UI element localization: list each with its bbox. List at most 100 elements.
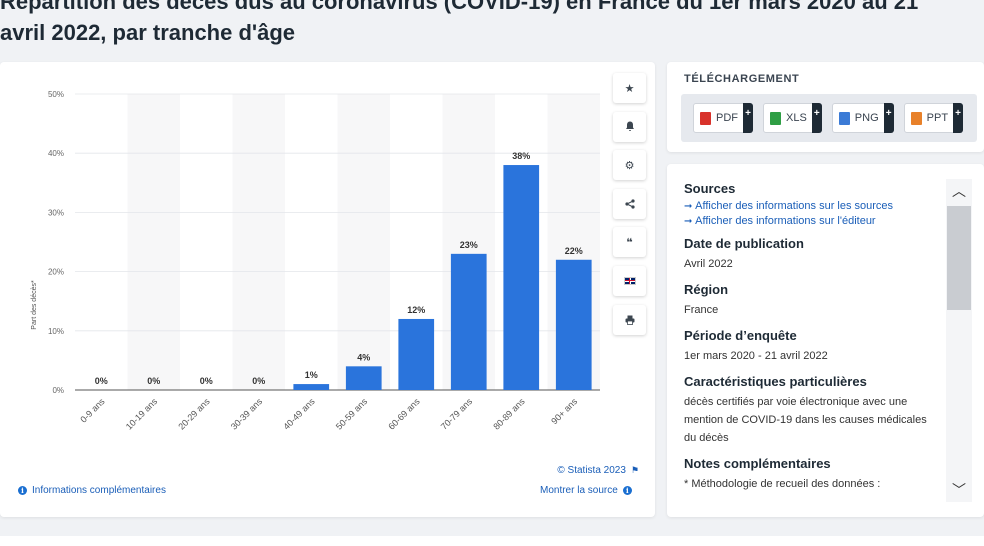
scroll-up-button[interactable]: ︿ — [946, 179, 972, 203]
data-label: 0% — [252, 376, 265, 386]
data-label: 38% — [512, 151, 530, 161]
y-tick-label: 20% — [48, 268, 64, 277]
bottom-strip — [0, 536, 984, 546]
download-ppt-label: PPT — [926, 112, 949, 124]
download-title: TÉLÉCHARGEMENT — [684, 73, 800, 85]
sources-heading: Sources — [684, 181, 736, 196]
settings-button[interactable]: ⚙ — [613, 150, 646, 181]
y-tick-label: 10% — [48, 327, 64, 336]
column-band — [127, 94, 180, 390]
scroll-thumb[interactable] — [947, 206, 971, 310]
x-tick-label: 10-19 ans — [124, 396, 160, 432]
share-button[interactable] — [613, 188, 646, 219]
star-icon: ★ — [624, 82, 635, 95]
publication-heading: Date de publication — [684, 236, 804, 251]
data-label: 0% — [200, 376, 213, 386]
bar-90-ans[interactable] — [555, 259, 592, 390]
page-title-line1: Répartition des décès dus au coronavirus… — [0, 0, 919, 14]
sources-link[interactable]: Afficher des informations sur les source… — [684, 200, 929, 212]
y-tick-label: 40% — [48, 149, 64, 158]
notification-button[interactable] — [613, 111, 646, 142]
copyright[interactable]: © Statista 2023 ⚑ — [557, 465, 639, 476]
x-tick-label: 40-49 ans — [281, 396, 317, 432]
data-label: 0% — [95, 376, 108, 386]
info-complementaires-link[interactable]: i Informations complémentaires — [18, 485, 166, 496]
pdf-file-icon — [700, 111, 711, 125]
bell-icon — [625, 121, 634, 132]
info-card: Sources Afficher des informations sur le… — [667, 164, 984, 517]
bar-70-79-ans[interactable] — [450, 253, 487, 390]
download-png-label: PNG — [854, 112, 879, 124]
flag-uk-icon — [623, 276, 636, 285]
y-tick-label: 50% — [48, 90, 64, 99]
x-tick-label: 80-89 ans — [491, 396, 527, 432]
bar-80-89-ans[interactable] — [503, 165, 540, 390]
chevron-down-icon: ﹀ — [952, 482, 966, 498]
x-tick-label: 70-79 ans — [439, 396, 475, 432]
ppt-file-icon — [910, 111, 922, 125]
data-label: 23% — [460, 240, 478, 250]
show-source-link[interactable]: Montrer la source i — [540, 485, 632, 496]
period-value: 1er mars 2020 - 21 avril 2022 — [684, 350, 828, 362]
show-source-label: Montrer la source — [540, 485, 618, 496]
page-title: Répartition des décès dus au coronavirus… — [0, 0, 984, 48]
y-tick-label: 0% — [52, 386, 64, 395]
region-value: France — [684, 304, 719, 316]
period-heading: Période d’enquête — [684, 328, 797, 343]
download-xls-button[interactable]: XLS + — [763, 103, 822, 133]
x-tick-label: 0-9 ans — [78, 396, 107, 425]
region-heading: Région — [684, 282, 729, 297]
share-icon — [624, 199, 635, 209]
page-title-line2: avril 2022, par tranche d'âge — [0, 20, 296, 45]
plus-icon: + — [743, 103, 753, 133]
download-ppt-button[interactable]: PPT + — [903, 103, 964, 133]
column-band — [232, 94, 285, 390]
info-icon: i — [622, 486, 632, 495]
info-content: Sources Afficher des informations sur le… — [684, 181, 929, 502]
x-tick-label: 90+ ans — [549, 396, 579, 426]
bar-40-49-ans[interactable] — [293, 384, 330, 390]
y-tick-label: 30% — [48, 208, 64, 217]
chart-card: 0% 10% 20% 30% 40% 50% 0% 0% 0% 0% 1% 4% 12% 23% 38% 2… — [0, 62, 655, 517]
download-xls-label: XLS — [786, 112, 807, 124]
bar-60-69-ans[interactable] — [398, 318, 435, 390]
copyright-label: © Statista 2023 — [557, 465, 626, 476]
language-button[interactable] — [613, 265, 646, 296]
scroll-down-button[interactable]: ﹀ — [946, 478, 972, 502]
chart-toolbar: ★ ⚙ ❝ — [613, 73, 647, 343]
x-tick-label: 60-69 ans — [386, 396, 422, 432]
data-label: 12% — [407, 305, 425, 315]
features-value: décès certifiés par voie électronique av… — [684, 396, 927, 444]
notes-value: * Méthodologie de recueil des données : — [684, 478, 881, 490]
download-card: TÉLÉCHARGEMENT PDF + XLS + PNG + PPT + — [667, 62, 984, 152]
quote-icon: ❝ — [626, 236, 633, 249]
notes-heading: Notes complémentaires — [684, 456, 831, 471]
xls-file-icon — [770, 111, 781, 125]
chevron-up-icon: ︿ — [952, 183, 966, 199]
bar-50-59-ans[interactable] — [345, 366, 382, 390]
plus-icon: + — [883, 103, 894, 133]
info-icon: i — [18, 486, 27, 495]
info-complementaires-label: Informations complémentaires — [32, 485, 166, 496]
publication-value: Avril 2022 — [684, 258, 733, 270]
bar-chart: 0% 10% 20% 30% 40% 50% 0% 0% 0% 0% 1% 4% 12% 23% 38% 2… — [31, 90, 600, 432]
features-heading: Caractéristiques particulières — [684, 374, 867, 389]
statista-flag-icon: ⚑ — [630, 465, 639, 475]
x-tick-label: 50-59 ans — [334, 396, 370, 432]
png-file-icon — [838, 111, 850, 125]
y-axis-title: Part des décès* — [31, 280, 38, 330]
x-tick-label: 30-39 ans — [229, 396, 265, 432]
publisher-link[interactable]: Afficher des informations sur l'éditeur — [684, 215, 929, 227]
scrollbar[interactable]: ︿ ﹀ — [946, 179, 972, 502]
print-button[interactable] — [613, 304, 646, 335]
data-label: 22% — [565, 246, 583, 256]
download-pdf-button[interactable]: PDF + — [693, 103, 753, 133]
download-png-button[interactable]: PNG + — [831, 103, 894, 133]
favorite-button[interactable]: ★ — [613, 73, 646, 103]
data-label: 4% — [357, 352, 370, 362]
download-pdf-label: PDF — [716, 112, 738, 124]
download-buttons: PDF + XLS + PNG + PPT + — [681, 94, 977, 142]
plus-icon: + — [953, 103, 964, 133]
column-band — [337, 94, 390, 390]
cite-button[interactable]: ❝ — [613, 227, 646, 258]
